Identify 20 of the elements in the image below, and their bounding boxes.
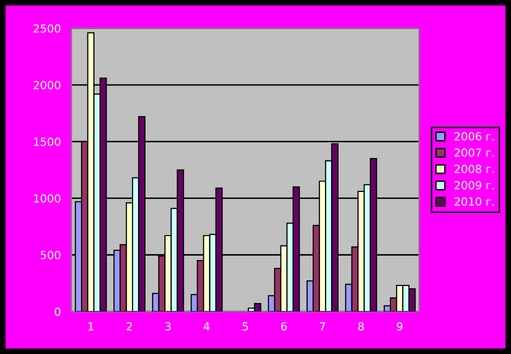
x-tick-label: 1 xyxy=(88,322,94,330)
y-tick-label: 500 xyxy=(40,250,60,260)
x-tick-label: 8 xyxy=(358,322,364,331)
x-tick-label: 3 xyxy=(165,322,171,331)
y-tick-label: 1500 xyxy=(34,138,60,146)
x-tick-label: 4 xyxy=(204,322,210,330)
legend-label: 2010 г. xyxy=(454,197,494,206)
legend-label: 2009 г. xyxy=(454,181,494,190)
x-tick-label: 7 xyxy=(320,322,326,330)
y-tick-label: 2500 xyxy=(34,24,60,33)
x-tick-label: 5 xyxy=(242,322,248,331)
x-tick-label: 9 xyxy=(396,322,402,331)
y-tick-label: 2000 xyxy=(34,80,60,90)
legend-label: 2008 г. xyxy=(454,164,494,174)
x-tick-label: 6 xyxy=(281,322,287,331)
legend-label: 2006 г. xyxy=(454,132,494,141)
y-tick-label: 0 xyxy=(54,307,60,316)
legend-label: 2007 г. xyxy=(454,148,494,157)
x-tick-label: 2 xyxy=(126,322,132,330)
y-tick-label: 1000 xyxy=(34,194,60,203)
